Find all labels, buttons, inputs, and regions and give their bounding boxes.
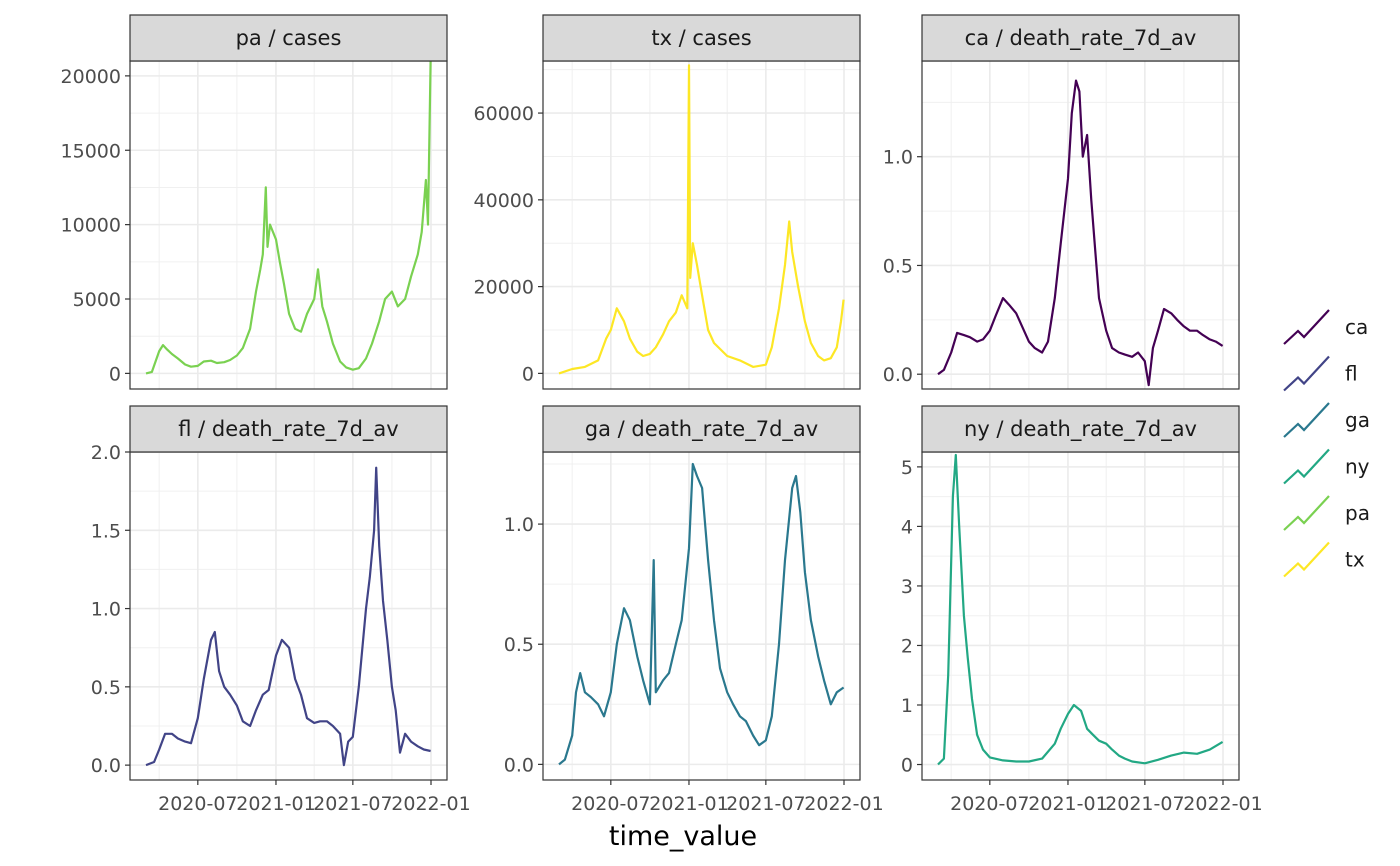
y-tick-label: 0 bbox=[901, 755, 913, 777]
legend-label: ny bbox=[1345, 455, 1370, 479]
y-tick-label: 0.0 bbox=[883, 364, 913, 386]
facet-panel-pa-cases: pa / cases 0 5000 10000 15000 20000 bbox=[61, 14, 448, 390]
y-tick-label: 0 bbox=[522, 363, 534, 385]
y-tick-label: 4 bbox=[901, 516, 913, 538]
y-tick-label: 0 bbox=[109, 363, 121, 385]
y-tick-label: 40000 bbox=[474, 190, 534, 212]
panel-background bbox=[543, 452, 860, 780]
x-tick-label: 2021-01 bbox=[1028, 793, 1107, 815]
facet-panel-tx-cases: tx / cases 0 20000 40000 60000 bbox=[474, 14, 861, 390]
legend-item-tx: tx bbox=[1283, 541, 1365, 578]
x-tick-label: 2022-01 bbox=[1183, 793, 1262, 815]
facet-strip bbox=[129, 405, 448, 453]
y-tick-label: 1.0 bbox=[91, 599, 121, 621]
y-tick-label: 0.5 bbox=[883, 255, 913, 277]
x-tick-label: 2020-07 bbox=[571, 793, 650, 815]
legend-item-ca: ca bbox=[1283, 309, 1368, 345]
legend-item-pa: pa bbox=[1283, 495, 1370, 531]
facet-panel-fl-death-rate: fl / death_rate_7d_av 0.0 0.5 1.0 1.5 2.0 bbox=[91, 405, 448, 785]
series-line-ca bbox=[937, 79, 1224, 387]
facet-strip bbox=[542, 405, 861, 453]
series-line-pa bbox=[145, 60, 432, 375]
facet-strip-label: tx / cases bbox=[651, 26, 751, 50]
legend-item-ny: ny bbox=[1283, 448, 1370, 485]
y-tick-label: 0.5 bbox=[91, 677, 121, 699]
legend-key-line bbox=[1283, 495, 1330, 531]
series-line-tx bbox=[558, 64, 845, 375]
y-tick-label: 1.0 bbox=[504, 514, 534, 536]
facet-strip-label: ny / death_rate_7d_av bbox=[964, 417, 1197, 442]
facet-strip bbox=[542, 14, 861, 62]
legend-label: fl bbox=[1345, 362, 1358, 386]
y-tick-label: 0.5 bbox=[504, 634, 534, 656]
y-tick-label: 5 bbox=[901, 457, 913, 479]
legend-item-ga: ga bbox=[1283, 402, 1370, 438]
series-line-ga bbox=[558, 462, 845, 766]
y-tick-label: 2 bbox=[901, 635, 913, 657]
legend-key-line bbox=[1283, 541, 1330, 578]
legend-key-line bbox=[1283, 448, 1330, 485]
legend-item-fl: fl bbox=[1283, 355, 1358, 392]
y-tick-label: 1.5 bbox=[91, 520, 121, 542]
legend-key-line bbox=[1283, 402, 1330, 438]
facet-strip-label: pa / cases bbox=[236, 26, 342, 50]
x-tick-label: 2020-07 bbox=[950, 793, 1029, 815]
y-tick-label: 0.0 bbox=[504, 754, 534, 776]
x-tick-label: 2022-01 bbox=[804, 793, 883, 815]
facet-panel-ny-death-rate: ny / death_rate_7d_av 0 1 2 3 4 5 bbox=[901, 405, 1240, 785]
y-tick-label: 10000 bbox=[61, 215, 121, 237]
y-tick-label: 20000 bbox=[474, 277, 534, 299]
y-tick-label: 60000 bbox=[474, 103, 534, 125]
x-tick-label: 2021-01 bbox=[649, 793, 728, 815]
legend-key-line bbox=[1283, 355, 1330, 392]
legend: ca fl ga ny pa tx bbox=[1283, 309, 1370, 578]
legend-key-line bbox=[1283, 309, 1330, 345]
y-tick-label: 5000 bbox=[73, 289, 121, 311]
legend-label: ga bbox=[1345, 408, 1370, 432]
y-tick-label: 3 bbox=[901, 576, 913, 598]
facet-strip bbox=[921, 14, 1240, 62]
panel-background bbox=[543, 61, 860, 389]
x-tick-label: 2021-01 bbox=[236, 793, 315, 815]
facet-panel-ga-death-rate: ga / death_rate_7d_av 0.0 0.5 1.0 bbox=[504, 405, 861, 785]
y-tick-label: 15000 bbox=[61, 140, 121, 162]
x-tick-label: 2022-01 bbox=[391, 793, 470, 815]
x-axis-title: time_value bbox=[609, 821, 757, 852]
y-tick-label: 1 bbox=[901, 695, 913, 717]
y-tick-label: 0.0 bbox=[91, 755, 121, 777]
series-line-fl bbox=[145, 466, 431, 767]
facet-strip-label: ca / death_rate_7d_av bbox=[965, 26, 1197, 51]
facet-strip bbox=[921, 405, 1240, 453]
facet-strip-label: fl / death_rate_7d_av bbox=[178, 417, 398, 442]
facet-strip-label: ga / death_rate_7d_av bbox=[585, 417, 818, 442]
x-tick-label: 2021-07 bbox=[313, 793, 392, 815]
series-line-ny bbox=[937, 453, 1224, 766]
legend-label: ca bbox=[1345, 315, 1368, 339]
legend-label: tx bbox=[1345, 548, 1365, 572]
y-tick-label: 2.0 bbox=[91, 442, 121, 464]
x-tick-label: 2021-07 bbox=[1105, 793, 1184, 815]
legend-label: pa bbox=[1345, 501, 1370, 525]
facet-panel-ca-death-rate: ca / death_rate_7d_av 0.0 0.5 1.0 bbox=[883, 14, 1240, 390]
facet-strip bbox=[129, 14, 448, 62]
x-tick-label: 2021-07 bbox=[726, 793, 805, 815]
y-tick-label: 20000 bbox=[61, 66, 121, 88]
y-tick-label: 1.0 bbox=[883, 147, 913, 169]
x-tick-label: 2020-07 bbox=[158, 793, 237, 815]
panel-background bbox=[130, 452, 447, 780]
